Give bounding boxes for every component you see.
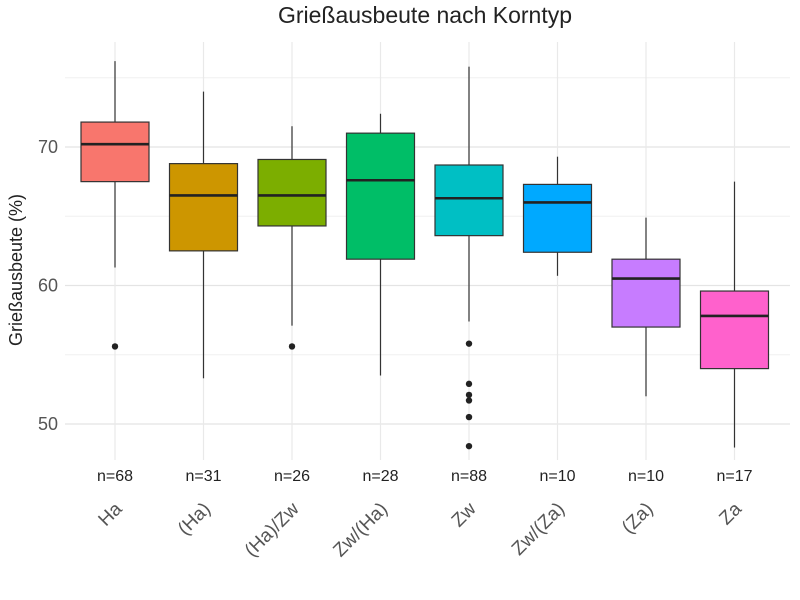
outlier-point [465, 340, 473, 347]
outlier-point [111, 343, 119, 350]
outlier-point [288, 343, 296, 350]
box-Zw/(Ha) [345, 132, 416, 260]
count-label: n=26 [274, 468, 310, 485]
chart-title: Grießausbeute nach Korntyp [277, 2, 573, 28]
outlier-point [465, 380, 473, 388]
outlier-point [465, 413, 473, 421]
box-Zw/(Za) [522, 183, 593, 253]
count-label: n=31 [185, 468, 221, 485]
count-label: n=68 [97, 468, 133, 485]
x-tick-label: Za [715, 498, 746, 529]
box-(Za) [611, 258, 681, 328]
x-tick-label: (Za) [618, 499, 657, 538]
box-layer [80, 61, 770, 450]
x-tick-label: Zw/(Ha) [329, 499, 392, 562]
x-tick-label: Zw/(Za) [508, 499, 569, 560]
count-label: n=10 [539, 468, 575, 485]
y-tick-label: 60 [38, 276, 58, 296]
y-tick-label: 70 [38, 137, 58, 157]
outlier-point [465, 391, 473, 399]
count-label: n=88 [451, 468, 487, 485]
box-Zw [434, 164, 504, 237]
y-axis-label: Grießausbeute (%) [6, 194, 26, 346]
box-Ha [80, 121, 150, 183]
box-(Ha)/Zw [257, 158, 327, 227]
x-tick-label: Zw [448, 498, 481, 531]
count-label: n=28 [362, 468, 398, 485]
box-(Ha) [168, 163, 239, 252]
x-tick-label: (Ha)/Zw [241, 498, 304, 561]
x-tick-label: Ha [95, 498, 127, 530]
count-label: n=10 [628, 468, 664, 485]
outlier-point [465, 442, 473, 450]
box-Za [699, 290, 770, 370]
outlier-point [465, 397, 473, 404]
y-tick-label: 50 [38, 414, 58, 434]
count-label: n=17 [716, 468, 752, 485]
x-tick-label: (Ha) [174, 499, 215, 540]
